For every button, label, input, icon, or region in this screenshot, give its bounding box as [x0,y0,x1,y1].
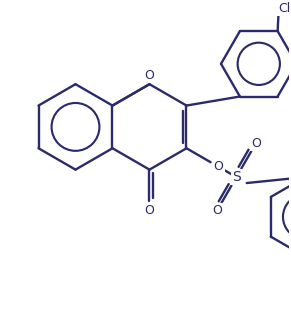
Text: O: O [145,204,155,217]
Text: O: O [251,137,261,150]
Text: O: O [213,160,223,173]
Text: S: S [232,170,241,184]
Text: Cl: Cl [278,2,291,15]
Text: O: O [145,69,155,82]
Text: O: O [212,204,222,217]
